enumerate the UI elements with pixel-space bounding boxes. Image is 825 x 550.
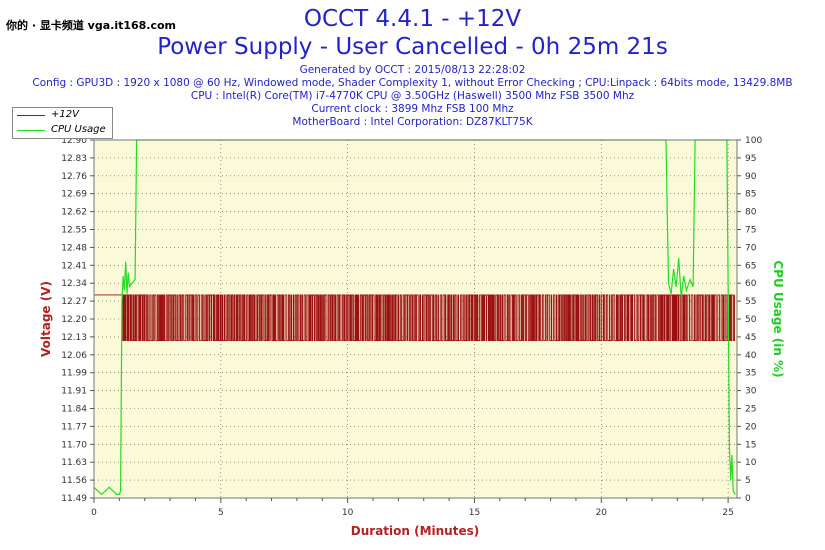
left-tick-label: 12.76: [61, 172, 87, 182]
left-tick-label: 12.48: [61, 243, 87, 253]
info-generated: Generated by OCCT : 2015/08/13 22:28:02: [299, 64, 526, 76]
left-axis-ticks: 11.49 11.56 11.63 11.70 11.77 11.84 11.91 11.99…: [61, 136, 94, 504]
right-tick-label: 5: [745, 476, 751, 486]
cpu-usage-line: [93, 139, 736, 496]
legend: +12V CPU Usage: [12, 107, 113, 139]
left-tick-label: 12.06: [61, 351, 87, 361]
right-tick-label: 35: [745, 369, 756, 379]
left-tick-label: 12.13: [61, 333, 87, 343]
right-tick-label: 20: [745, 422, 757, 432]
left-tick-label: 11.56: [61, 476, 87, 486]
right-tick-label: 60: [745, 279, 757, 289]
info-clock: Current clock : 3899 Mhz FSB 100 Mhz: [311, 103, 514, 115]
right-tick-label: 75: [745, 226, 756, 236]
legend-swatch-cpu: [17, 130, 45, 131]
x-tick-label: 15: [469, 508, 480, 518]
legend-item-cpu: CPU Usage: [13, 123, 112, 138]
info-cpu: CPU : Intel(R) Core(TM) i7-4770K CPU @ 3…: [190, 90, 635, 102]
left-tick-label: 11.49: [61, 494, 87, 504]
series-voltage: [94, 294, 735, 342]
right-tick-label: 90: [745, 172, 757, 182]
left-tick-label: 11.84: [61, 405, 87, 415]
info-motherboard: MotherBoard : Intel Corporation: DZ87KLT…: [292, 116, 533, 128]
right-tick-label: 15: [745, 440, 756, 450]
legend-label-cpu: CPU Usage: [51, 124, 106, 135]
left-tick-label: 11.70: [61, 440, 87, 450]
right-tick-label: 55: [745, 297, 756, 307]
left-tick-label: 12.34: [61, 279, 87, 289]
right-tick-label: 50: [745, 315, 757, 325]
right-tick-label: 45: [745, 333, 756, 343]
left-tick-label: 12.69: [61, 190, 87, 200]
left-axis-label: Voltage (V): [39, 281, 53, 357]
chart-title: OCCT 4.4.1 - +12V: [303, 6, 522, 32]
right-tick-label: 40: [745, 351, 757, 361]
right-tick-label: 95: [745, 154, 756, 164]
left-tick-label: 12.90: [61, 136, 87, 146]
legend-label-voltage: +12V: [51, 109, 79, 120]
right-tick-label: 30: [745, 387, 757, 397]
right-tick-label: 25: [745, 405, 756, 415]
watermark: 你的 · 显卡频道 vga.it168.com: [6, 19, 177, 32]
left-tick-label: 11.77: [61, 422, 87, 432]
x-tick-label: 10: [342, 508, 354, 518]
left-tick-label: 12.55: [61, 226, 87, 236]
right-tick-label: 80: [745, 208, 757, 218]
left-tick-label: 11.91: [61, 387, 87, 397]
right-tick-label: 0: [745, 494, 751, 504]
left-tick-label: 12.83: [61, 154, 87, 164]
right-tick-label: 85: [745, 190, 756, 200]
legend-swatch-voltage: [17, 115, 45, 116]
info-config: Config : GPU3D : 1920 x 1080 @ 60 Hz, Wi…: [32, 77, 793, 89]
left-tick-label: 12.20: [61, 315, 87, 325]
right-axis-label: CPU Usage (in %): [771, 260, 785, 377]
x-tick-label: 25: [722, 508, 733, 518]
legend-item-voltage: +12V: [13, 108, 112, 123]
left-tick-label: 12.62: [61, 208, 87, 218]
x-tick-label: 20: [596, 508, 608, 518]
x-tick-label: 0: [91, 508, 97, 518]
right-tick-label: 70: [745, 243, 757, 253]
left-tick-label: 12.41: [61, 261, 87, 271]
right-axis-ticks: 0 5 10 15 20 25 30 35 40 45 50 55 60 65 70 75 80 85 90 95 10…: [737, 136, 762, 504]
x-axis-label: Duration (Minutes): [351, 524, 479, 538]
left-tick-label: 12.27: [61, 297, 87, 307]
voltage-line: [94, 294, 735, 342]
x-axis-ticks: 0 5 10 15 20 25: [91, 498, 734, 518]
left-tick-label: 11.63: [61, 458, 87, 468]
left-tick-label: 11.99: [61, 369, 87, 379]
right-tick-label: 65: [745, 261, 756, 271]
x-tick-label: 5: [218, 508, 224, 518]
series-cpu: [93, 139, 736, 496]
chart-subtitle: Power Supply - User Cancelled - 0h 25m 2…: [157, 34, 668, 60]
right-tick-label: 100: [745, 136, 762, 146]
right-tick-label: 10: [745, 458, 757, 468]
